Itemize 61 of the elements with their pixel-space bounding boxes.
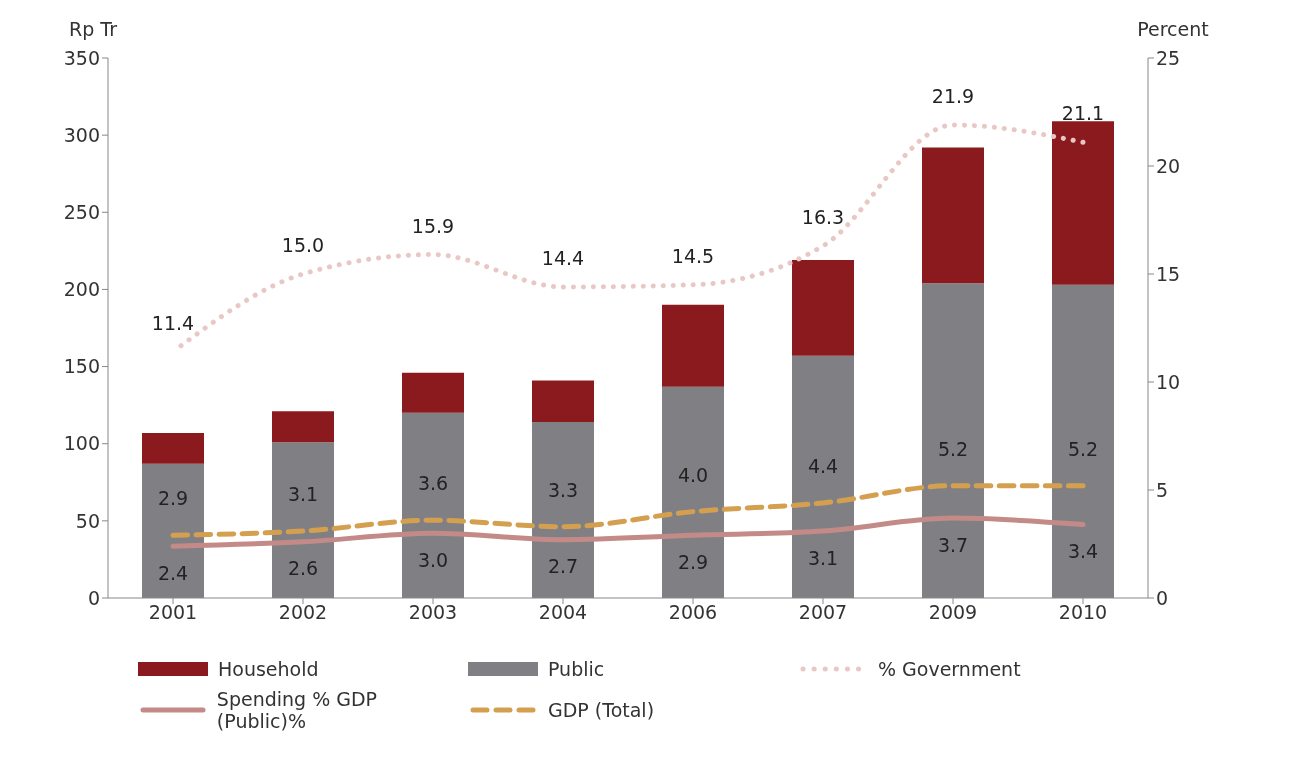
data-label: 2.4: [157, 561, 189, 584]
y2-tick-label: 5: [1156, 478, 1169, 501]
y-tick-label: 350: [63, 46, 100, 69]
data-label: 2.7: [547, 555, 579, 578]
data-label: 21.1: [1061, 102, 1105, 125]
x-tick-label: 2004: [538, 601, 588, 624]
legend-label: GDP (Total): [548, 699, 655, 721]
data-label: 14.4: [541, 246, 585, 269]
bar: [792, 260, 854, 356]
bar: [922, 147, 984, 284]
y2-tick-label: 20: [1156, 154, 1181, 177]
bar: [532, 380, 594, 423]
data-label: 3.1: [287, 483, 319, 506]
data-label: 3.1: [807, 546, 839, 569]
x-tick-label: 2009: [928, 601, 978, 624]
y2-tick-label: 0: [1156, 586, 1169, 609]
y-tick-label: 0: [87, 586, 100, 609]
data-label: 21.9: [931, 84, 975, 107]
bar: [1052, 121, 1114, 285]
x-tick-label: 2001: [148, 601, 198, 624]
y-tick-label: 250: [63, 201, 100, 224]
legend-label: % Government: [878, 658, 1021, 680]
data-label: 3.4: [1067, 540, 1099, 563]
legend-label: Public: [548, 658, 605, 680]
data-label: 14.5: [671, 244, 715, 267]
bar: [142, 432, 204, 464]
legend-label: Spending % GDP (Public)%: [216, 688, 379, 732]
legend-label: Household: [218, 658, 319, 680]
data-label: 16.3: [801, 205, 845, 228]
y2-tick-label: 10: [1156, 370, 1181, 393]
y-tick-label: 150: [63, 355, 100, 378]
data-label: 15.9: [411, 214, 455, 237]
data-label: 3.7: [937, 533, 969, 556]
x-tick-label: 2006: [668, 601, 718, 624]
x-tick-label: 2003: [408, 601, 458, 624]
data-label: 2.9: [677, 550, 709, 573]
bar: [402, 372, 464, 413]
y-axis-title: Rp Tr: [69, 18, 118, 40]
y-tick-label: 100: [63, 432, 100, 455]
x-tick-label: 2007: [798, 601, 848, 624]
data-label: 3.3: [547, 478, 579, 501]
data-label: 15.0: [281, 234, 325, 256]
data-label: 11.4: [151, 311, 195, 334]
y2-tick-label: 15: [1156, 262, 1181, 285]
data-label: 2.9: [157, 487, 189, 510]
data-label: 4.4: [807, 454, 839, 477]
data-label: 3.6: [417, 472, 449, 495]
data-label: 3.0: [417, 548, 449, 571]
data-label: 5.2: [937, 437, 969, 460]
y-tick-label: 200: [63, 278, 100, 301]
data-label: 4.0: [677, 463, 709, 486]
bar: [272, 411, 334, 443]
y2-axis-title: Percent: [1137, 18, 1209, 40]
y-tick-label: 50: [75, 509, 100, 532]
y-tick-label: 300: [63, 123, 100, 146]
data-label: 5.2: [1067, 437, 1099, 460]
bar: [662, 304, 724, 387]
x-tick-label: 2002: [278, 601, 328, 624]
data-label: 2.6: [287, 557, 319, 580]
x-tick-label: 2010: [1058, 601, 1108, 624]
y2-tick-label: 25: [1156, 46, 1181, 69]
